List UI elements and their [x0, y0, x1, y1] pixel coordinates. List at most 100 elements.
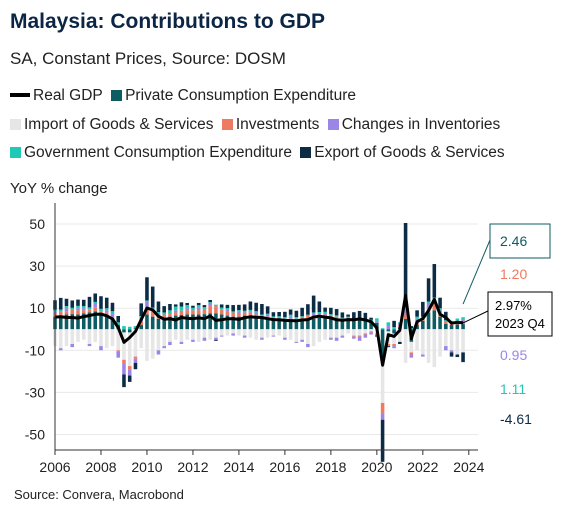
- bar-segment: [323, 307, 327, 312]
- legend-item-government[interactable]: Government Consumption Expenditure: [10, 144, 292, 162]
- bar-segment: [352, 329, 356, 336]
- bar-segment: [179, 341, 184, 344]
- source-note: Source: Convera, Macrobond: [14, 487, 184, 502]
- bar-segment: [369, 317, 373, 320]
- bar-segment: [288, 329, 293, 340]
- bar-segment: [306, 343, 310, 348]
- bar-segment: [288, 316, 293, 319]
- bar-segment: [214, 337, 218, 340]
- bar-segment: [283, 320, 287, 330]
- legend-item-exports[interactable]: Export of Goods & Services: [300, 144, 505, 162]
- bar-segment: [260, 337, 264, 340]
- bar-segment: [93, 293, 98, 302]
- bar-segment: [237, 310, 241, 312]
- bar-segment: [294, 317, 299, 319]
- bar-segment: [145, 329, 149, 361]
- gdp-callout-box: [487, 291, 553, 337]
- bar-segment: [340, 335, 345, 338]
- bar-segment: [438, 329, 442, 357]
- legend-line-swatch: [10, 93, 30, 97]
- bar-segment: [357, 319, 362, 330]
- bar-segment: [145, 277, 149, 301]
- bar-segment: [58, 309, 63, 312]
- legend-item-inventories[interactable]: Changes in Inventories: [327, 116, 500, 134]
- bar-segment: [392, 329, 396, 334]
- bar-segment: [104, 310, 109, 313]
- x-tick-label: 2010: [131, 459, 162, 475]
- y-tick-label: 50: [29, 216, 45, 232]
- bar-segment: [386, 322, 391, 326]
- bar-segment: [64, 314, 69, 330]
- bar-segment: [202, 337, 207, 341]
- bar-segment: [398, 329, 402, 342]
- bar-segment: [317, 312, 322, 314]
- pce-callout-box: [489, 223, 551, 259]
- bar-segment: [311, 313, 316, 316]
- bar-segment: [449, 350, 454, 353]
- bar-segment: [58, 311, 63, 316]
- legend-label: Private Consumption Expenditure: [125, 87, 356, 104]
- bar-segment: [122, 332, 126, 360]
- bar-segment: [444, 321, 448, 324]
- bar-segment: [237, 329, 241, 336]
- bar-segment: [133, 362, 138, 370]
- bar-segment: [277, 316, 281, 318]
- bar-segment: [415, 310, 419, 317]
- bar-segment: [116, 350, 121, 352]
- bar-segment: [300, 339, 304, 342]
- bar-segment: [271, 329, 276, 336]
- bar-segment: [116, 329, 121, 351]
- legend-item-investments[interactable]: Investments: [221, 116, 319, 134]
- legend-item-imports[interactable]: Import of Goods & Services: [10, 116, 214, 134]
- bar-segment: [449, 325, 454, 330]
- bar-segment: [191, 310, 195, 315]
- bar-segment: [202, 314, 207, 330]
- legend-item-private-consumption[interactable]: Private Consumption Expenditure: [111, 87, 356, 105]
- legend-item-real-gdp[interactable]: Real GDP: [10, 87, 103, 105]
- bar-segment: [392, 346, 396, 349]
- bar-segment: [329, 307, 333, 315]
- bar-segment: [237, 313, 241, 317]
- bar-segment: [461, 352, 465, 363]
- bar-segment: [70, 329, 75, 344]
- bar-segment: [93, 311, 98, 330]
- bar-segment: [99, 311, 103, 314]
- bar-segment: [64, 306, 69, 309]
- bar-segment: [403, 307, 408, 311]
- bar-segment: [444, 346, 448, 351]
- bar-segment: [133, 358, 138, 363]
- bar-segment: [87, 309, 92, 313]
- bar-segment: [104, 308, 109, 311]
- bar-segment: [214, 339, 218, 341]
- bar-segment: [191, 329, 195, 340]
- bar-segment: [139, 329, 143, 349]
- bar-segment: [277, 320, 281, 330]
- bar-segment: [254, 329, 258, 340]
- bar-segment: [133, 326, 138, 329]
- bar-segment: [99, 296, 103, 309]
- bar-segment: [317, 301, 322, 313]
- bar-segment: [323, 329, 327, 340]
- bar-segment: [87, 329, 92, 344]
- bar-segment: [380, 413, 385, 420]
- chart-subtitle: SA, Constant Prices, Source: DOSM: [10, 49, 286, 68]
- bar-segment: [311, 295, 316, 313]
- bar-segment: [196, 307, 201, 311]
- bar-segment: [329, 329, 333, 338]
- bar-segment: [311, 318, 316, 330]
- bar-segment: [461, 329, 465, 353]
- bar-segment: [346, 314, 350, 317]
- bar-segment: [214, 306, 218, 314]
- bar-segment: [214, 304, 218, 307]
- bar-segment: [254, 316, 258, 330]
- bar-segment: [260, 329, 264, 338]
- bar-segment: [334, 316, 339, 319]
- bar-segment: [196, 329, 201, 342]
- bar-segment: [179, 314, 184, 330]
- gdp-leader-line: [462, 309, 491, 324]
- x-tick-label: 2012: [177, 459, 208, 475]
- chart-title: Malaysia: Contributions to GDP: [10, 10, 326, 33]
- bar-segment: [219, 304, 224, 308]
- bar-segment: [64, 311, 69, 315]
- bar-segment: [242, 310, 247, 313]
